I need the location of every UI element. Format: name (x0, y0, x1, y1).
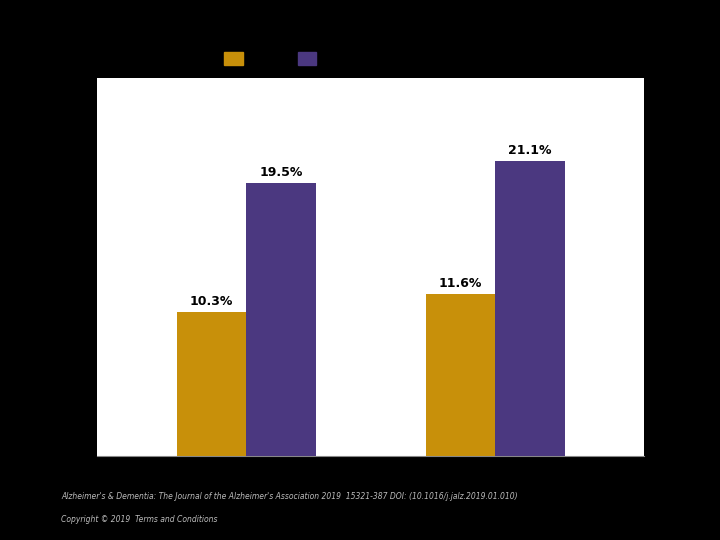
Text: 11.6%: 11.6% (438, 276, 482, 289)
Text: Fig. 2: Fig. 2 (341, 22, 379, 36)
Text: Copyright © 2019  Terms and Conditions: Copyright © 2019 Terms and Conditions (61, 515, 217, 524)
X-axis label: Age: Age (41, 483, 66, 496)
Bar (495, 161, 564, 456)
Text: 21.1%: 21.1% (508, 144, 552, 157)
Bar (177, 312, 246, 456)
Text: Alzheimer's & Dementia: The Journal of the Alzheimer's Association 2019  15321-3: Alzheimer's & Dementia: The Journal of t… (61, 492, 518, 501)
Legend: Men, Women: Men, Women (224, 52, 374, 66)
Text: Percentage: Percentage (23, 50, 94, 63)
Bar (246, 183, 316, 456)
Bar (426, 294, 495, 456)
Text: 10.3%: 10.3% (190, 295, 233, 308)
Text: 19.5%: 19.5% (260, 166, 303, 179)
